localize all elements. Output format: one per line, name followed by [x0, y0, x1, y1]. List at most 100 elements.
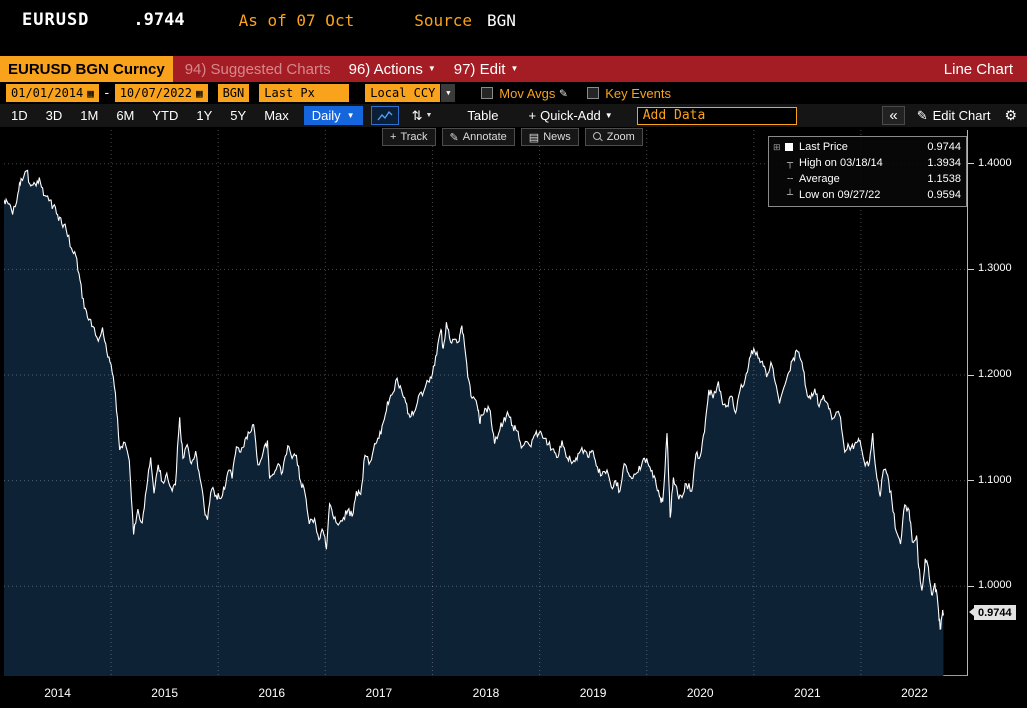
period-3d-button[interactable]: 3D	[45, 108, 63, 123]
quick-add-label: Quick-Add	[540, 108, 601, 123]
legend-label: Low on 09/27/22	[799, 189, 881, 201]
x-axis-label: 2019	[579, 686, 607, 700]
y-axis-tick	[968, 374, 974, 376]
period-5y-button[interactable]: 5Y	[230, 108, 247, 123]
pencil-icon: ✎	[449, 131, 459, 144]
frequency-label: Daily	[311, 108, 341, 123]
low-marker-icon: ┴	[787, 189, 794, 201]
ticker-price: .9744	[133, 10, 185, 30]
pencil-icon[interactable]: ✎	[559, 85, 568, 101]
collapse-panel-button[interactable]: «	[882, 106, 905, 125]
y-axis-tick	[968, 163, 974, 165]
date-from-field[interactable]: 01/01/2014 ▦	[6, 84, 99, 102]
zoom-label: Zoom	[606, 131, 635, 143]
sort-icon: ⇅	[411, 107, 423, 123]
x-axis-label: 2016	[258, 686, 286, 700]
legend-value: 0.9744	[927, 141, 961, 153]
y-axis-label: 1.4000	[978, 156, 1012, 169]
frequency-dropdown[interactable]: Daily ▼	[303, 106, 363, 125]
ticker-symbol: EURUSD	[22, 10, 90, 30]
calendar-icon[interactable]: ▦	[195, 86, 203, 100]
average-marker-icon: ╌	[787, 173, 794, 185]
y-axis-label: 1.3000	[978, 262, 1012, 275]
news-button[interactable]: ▤ News	[520, 128, 579, 146]
legend-row[interactable]: ╌ Average 1.1538	[773, 171, 961, 187]
y-axis-tick	[968, 585, 974, 587]
table-button[interactable]: Table	[467, 108, 499, 123]
y-axis-tick	[968, 480, 974, 482]
legend-row[interactable]: ⊞ Last Price 0.9744	[773, 139, 961, 155]
chart-tools: + Track ✎ Annotate ▤ News Zoom	[382, 128, 643, 146]
mov-avgs-label[interactable]: Mov Avgs	[499, 85, 556, 101]
y-axis-label: 1.1000	[978, 473, 1012, 486]
period-6m-button[interactable]: 6M	[116, 108, 135, 123]
news-icon: ▤	[528, 131, 540, 144]
date-from-value: 01/01/2014	[11, 86, 84, 100]
time-axis[interactable]: 2014 2015 2016 2017 2018 2019 2020 2021 2022	[4, 682, 968, 704]
period-1m-button[interactable]: 1M	[80, 108, 99, 123]
calendar-icon[interactable]: ▦	[87, 86, 94, 100]
legend-label: Last Price	[799, 141, 848, 153]
chart-plot-area[interactable]	[4, 130, 968, 676]
menu-suggested-charts[interactable]: 94) Suggested Charts	[184, 60, 331, 78]
axis-settings-button[interactable]: ⇅ ▼	[407, 106, 438, 125]
ticker-bar: EURUSD .9744 As of 07 Oct Source BGN	[0, 0, 1027, 40]
x-axis-label: 2020	[686, 686, 714, 700]
source-label: Source	[414, 10, 472, 30]
y-axis-tick	[968, 268, 974, 270]
key-events-label[interactable]: Key Events	[605, 85, 672, 101]
line-chart-icon	[377, 110, 393, 120]
legend-row[interactable]: ┬ High on 03/18/14 1.3934	[773, 155, 961, 171]
menu-actions[interactable]: 96) Actions ▼	[349, 61, 436, 78]
pricing-source-field[interactable]: BGN	[217, 84, 250, 102]
chart-legend: ⊞ Last Price 0.9744 ┬ High on 03/18/14 1…	[768, 136, 967, 207]
gear-icon[interactable]: ⚙	[1004, 107, 1017, 123]
currency-selector[interactable]: Local CCY	[365, 84, 441, 102]
period-1y-button[interactable]: 1Y	[196, 108, 213, 123]
period-1d-button[interactable]: 1D	[11, 108, 28, 123]
legend-value: 1.1538	[927, 173, 961, 185]
add-data-input[interactable]	[636, 106, 797, 125]
period-max-button[interactable]: Max	[264, 108, 289, 123]
x-axis-label: 2017	[365, 686, 393, 700]
track-button[interactable]: + Track	[382, 128, 436, 146]
menu-bar: EURUSD BGN Curncy 94) Suggested Charts 9…	[0, 56, 1027, 82]
last-price-badge: 0.9744	[969, 605, 1016, 621]
chart-toolbar: 1D 3D 1M 6M YTD 1Y 5Y Max Daily ▼ ⇅ ▼ Ta…	[0, 104, 1027, 127]
legend-row[interactable]: ┴ Low on 09/27/22 0.9594	[773, 187, 961, 203]
edit-chart-button[interactable]: ✎ Edit Chart	[917, 108, 991, 124]
security-box[interactable]: EURUSD BGN Curncy	[0, 56, 173, 82]
date-to-field[interactable]: 10/07/2022 ▦	[114, 84, 208, 102]
annotate-button[interactable]: ✎ Annotate	[441, 128, 515, 146]
chevron-down-icon: ▼	[604, 110, 613, 120]
legend-label: High on 03/18/14	[799, 157, 883, 169]
y-axis-label: 1.2000	[978, 368, 1012, 380]
chevron-down-icon: ▼	[425, 112, 433, 119]
menu-edit[interactable]: 97) Edit ▼	[454, 61, 519, 78]
zoom-button[interactable]: Zoom	[584, 128, 643, 146]
quick-add-dropdown[interactable]: + Quick-Add ▼	[529, 108, 613, 123]
x-axis-label: 2021	[793, 686, 821, 700]
legend-toggle-icon[interactable]: ⊞	[773, 141, 781, 152]
news-label: News	[543, 131, 571, 143]
plus-icon: +	[528, 108, 537, 123]
currency-dropdown-button[interactable]: ▼	[440, 84, 456, 102]
date-to-value: 10/07/2022	[119, 86, 192, 100]
track-label: Track	[400, 131, 428, 143]
menu-edit-label: 97) Edit	[453, 60, 506, 78]
annotate-label: Annotate	[462, 131, 507, 143]
price-chart[interactable]	[4, 130, 968, 676]
price-axis[interactable]: 0.9744 1.4000 1.3000 1.2000 1.1000 1.0000	[968, 130, 1027, 676]
magnifier-icon	[592, 132, 603, 142]
plus-icon: +	[390, 131, 397, 143]
chevron-down-icon: ▼	[446, 89, 451, 97]
mov-avgs-checkbox[interactable]	[481, 87, 494, 99]
last-price-swatch-icon	[785, 143, 793, 151]
line-chart-type-button[interactable]	[370, 106, 399, 125]
period-ytd-button[interactable]: YTD	[152, 108, 179, 123]
x-axis-label: 2022	[901, 686, 928, 700]
x-axis-label: 2014	[44, 686, 71, 700]
price-field-selector[interactable]: Last Px	[259, 84, 350, 102]
key-events-checkbox[interactable]	[587, 87, 600, 99]
legend-value: 1.3934	[927, 157, 961, 169]
